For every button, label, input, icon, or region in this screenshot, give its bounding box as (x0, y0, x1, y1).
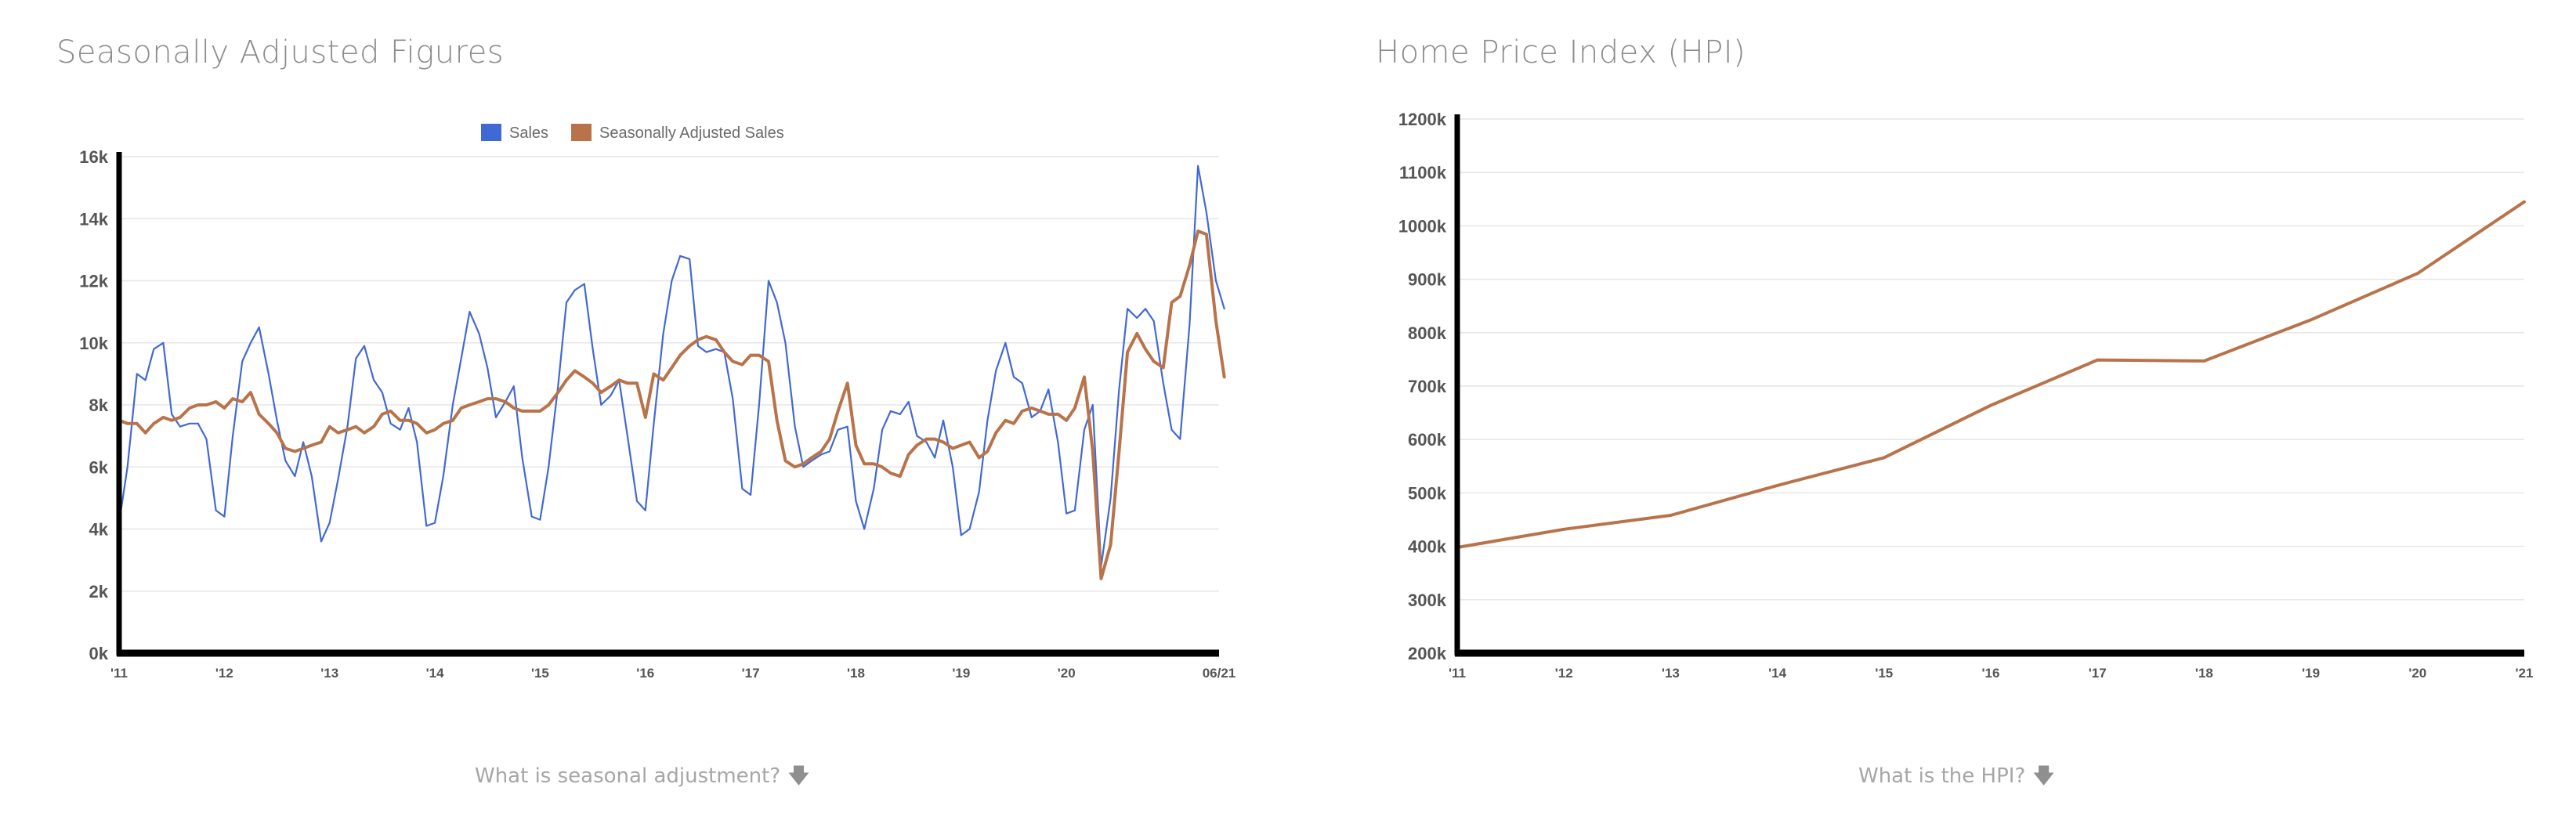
seasonal-adjustment-help-link[interactable]: What is seasonal adjustment? 🡇 (475, 761, 809, 796)
y-tick-label: 400k (1408, 537, 1447, 557)
y-tick-label: 8k (89, 396, 109, 415)
y-tick-label: 300k (1408, 591, 1447, 610)
hpi-series-line (1456, 200, 2526, 549)
x-tick-label: '17 (742, 666, 760, 681)
hpi-line-chart: 200k 300k 400k 500k 600k 700k 800k 900k 1000k 110… (1398, 110, 2534, 681)
x-tick-label: '17 (2089, 666, 2107, 681)
y-tick-label: 700k (1408, 377, 1447, 396)
y-tick-label: 900k (1408, 270, 1447, 290)
panel-title: Seasonally Adjusted Figures (56, 34, 505, 70)
x-tick-label: '19 (2302, 666, 2320, 681)
sales-line-chart: 0k 2k 4k 6k 8k 10k 12k 14k 16k '11 '12 '13 '14 '15 '16… (79, 124, 1236, 681)
y-tick-label: 1100k (1399, 163, 1447, 182)
x-tick-label: '15 (531, 666, 549, 681)
legend-swatch (571, 124, 592, 141)
y-tick-label: 1000k (1398, 216, 1447, 236)
x-tick-label: '14 (426, 666, 444, 681)
x-tick-label: '18 (847, 666, 865, 681)
arrow-down-icon: 🡇 (2033, 764, 2054, 788)
y-tick-label: 12k (79, 272, 108, 291)
x-tick-label: '18 (2195, 666, 2213, 681)
x-tick-label: '19 (952, 666, 970, 681)
x-tick-label: '12 (215, 666, 233, 681)
arrow-down-icon: 🡇 (788, 764, 809, 788)
seasonally-adjusted-panel: Seasonally Adjusted Figures 0k 2k 4k 6k 8k 10… (56, 34, 1236, 796)
x-tick-label: '14 (1768, 666, 1786, 681)
x-tick-label: '20 (1058, 666, 1076, 681)
x-tick-label: '20 (2408, 666, 2426, 681)
legend-label: Sales (509, 125, 548, 142)
help-link-label: What is seasonal adjustment? (475, 764, 781, 788)
hpi-help-link[interactable]: What is the HPI? 🡇 (1858, 761, 2054, 796)
x-tick-label: '13 (1662, 666, 1680, 681)
y-tick-label: 600k (1408, 430, 1447, 450)
x-tick-label: '21 (2516, 666, 2534, 681)
help-link-label: What is the HPI? (1858, 764, 2026, 788)
y-tick-label: 4k (89, 520, 109, 540)
y-tick-label: 200k (1408, 644, 1447, 663)
x-tick-label: '12 (1555, 666, 1573, 681)
x-tick-label: '15 (1875, 666, 1893, 681)
y-tick-label: 2k (89, 582, 109, 601)
y-tick-label: 16k (79, 147, 108, 167)
y-tick-label: 10k (79, 334, 108, 353)
x-tick-label: '11 (110, 666, 128, 681)
y-tick-label: 800k (1408, 323, 1447, 343)
y-tick-label: 500k (1408, 483, 1447, 503)
y-tick-label: 0k (89, 644, 109, 663)
legend-label: Seasonally Adjusted Sales (599, 125, 784, 142)
x-tick-label: 06/21 (1203, 666, 1236, 681)
panel-title: Home Price Index (HPI) (1376, 34, 1746, 70)
hpi-panel: Home Price Index (HPI) 200k 300k 400k 500k 6… (1288, 0, 2576, 838)
y-tick-label: 1200k (1398, 110, 1447, 129)
x-tick-label: '11 (1449, 666, 1466, 681)
x-tick-label: '16 (1982, 666, 2000, 681)
x-tick-label: '13 (320, 666, 338, 681)
legend-swatch (481, 124, 501, 141)
y-tick-label: 14k (79, 209, 108, 229)
y-tick-label: 6k (89, 457, 109, 477)
x-tick-label: '16 (636, 666, 654, 681)
seasonally-adjusted-sales-series-line (118, 229, 1226, 580)
